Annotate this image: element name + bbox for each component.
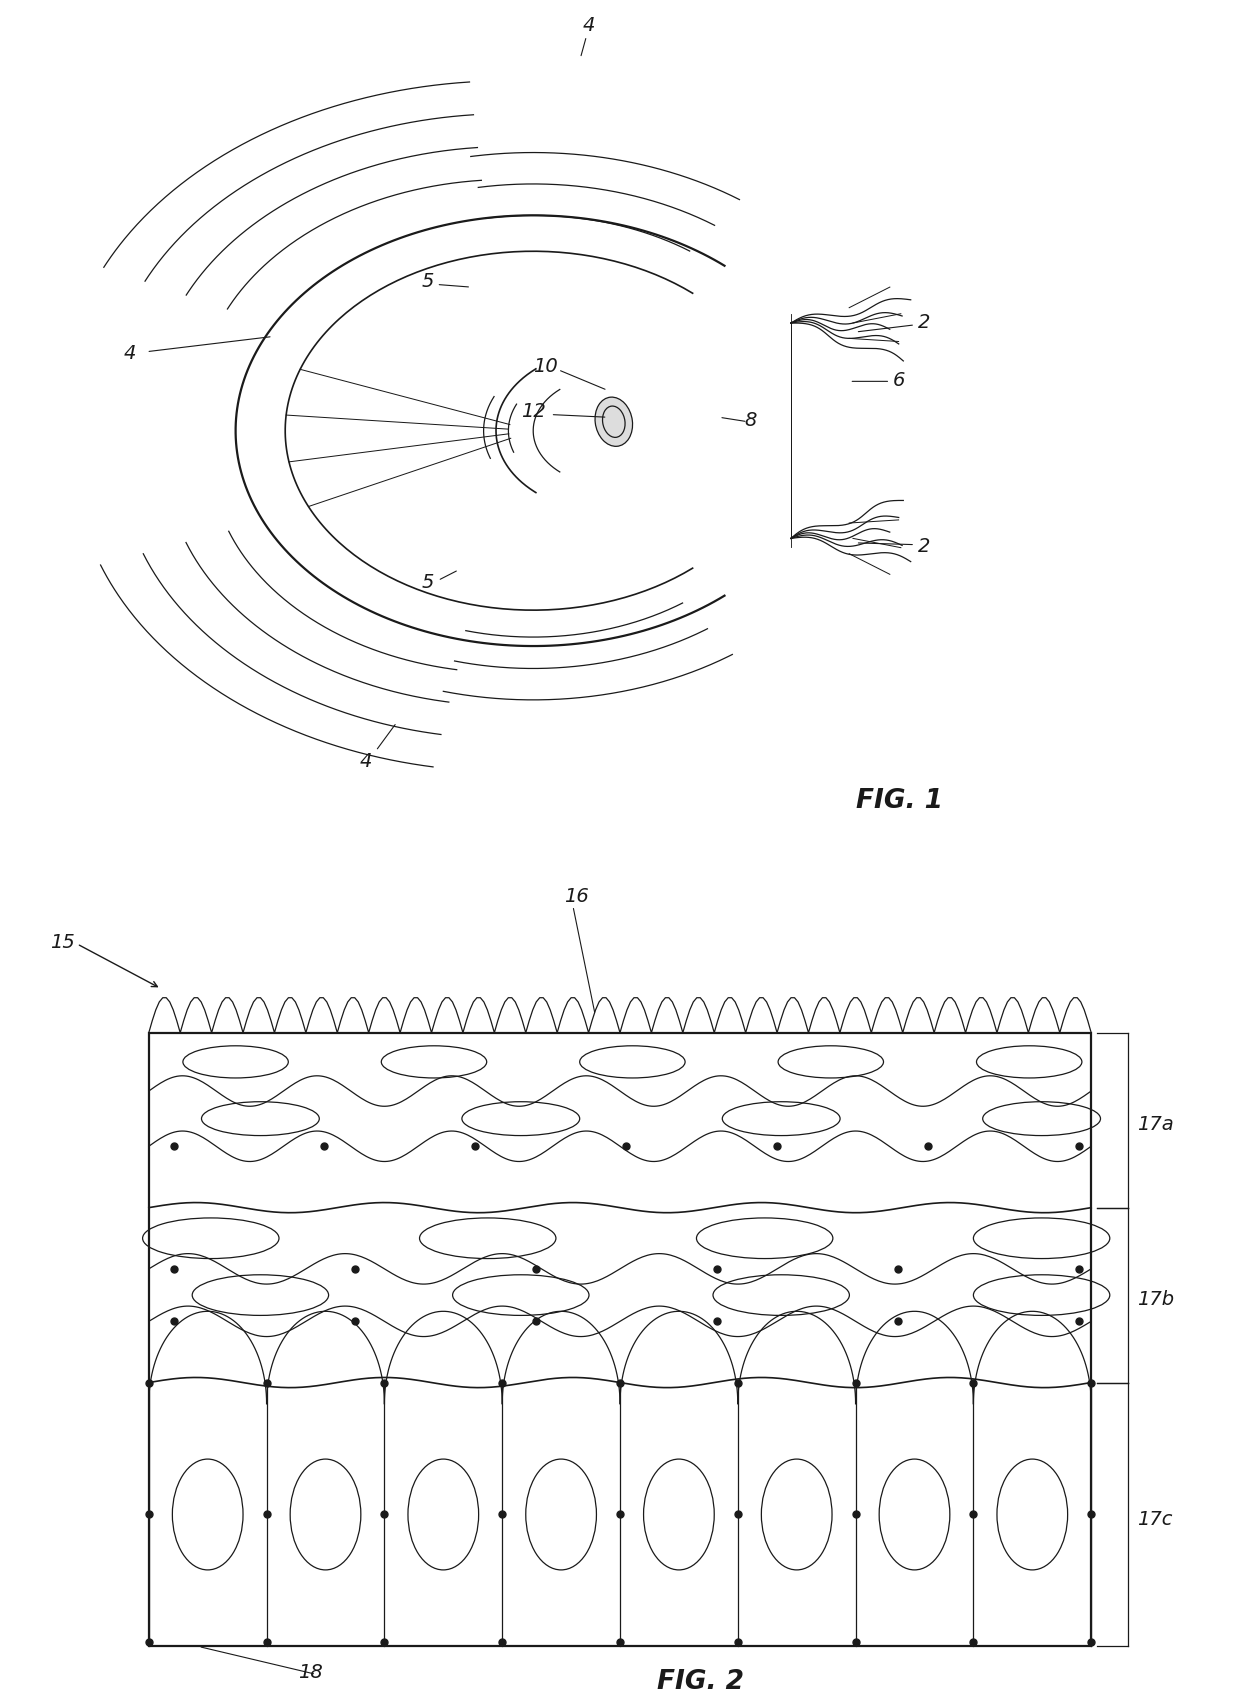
Text: 10: 10: [533, 357, 558, 376]
Text: 17a: 17a: [1137, 1116, 1174, 1134]
Text: 5: 5: [422, 273, 434, 291]
Text: 17c: 17c: [1137, 1510, 1173, 1529]
Text: 8: 8: [744, 411, 756, 430]
Text: 2: 2: [918, 313, 930, 332]
Text: 2: 2: [918, 537, 930, 555]
Text: 12: 12: [521, 403, 546, 422]
Text: 16: 16: [564, 887, 589, 906]
Text: 6: 6: [893, 371, 905, 389]
Bar: [149, 1033, 1091, 1646]
Text: FIG. 1: FIG. 1: [856, 787, 942, 814]
Text: FIG. 2: FIG. 2: [657, 1669, 744, 1693]
Text: 4: 4: [583, 17, 595, 36]
Text: 4: 4: [360, 752, 372, 772]
Text: 15: 15: [50, 933, 74, 951]
Text: 4: 4: [124, 344, 136, 362]
Text: 17b: 17b: [1137, 1290, 1174, 1309]
Ellipse shape: [595, 398, 632, 447]
Text: 18: 18: [298, 1663, 322, 1681]
Text: 5: 5: [422, 572, 434, 593]
